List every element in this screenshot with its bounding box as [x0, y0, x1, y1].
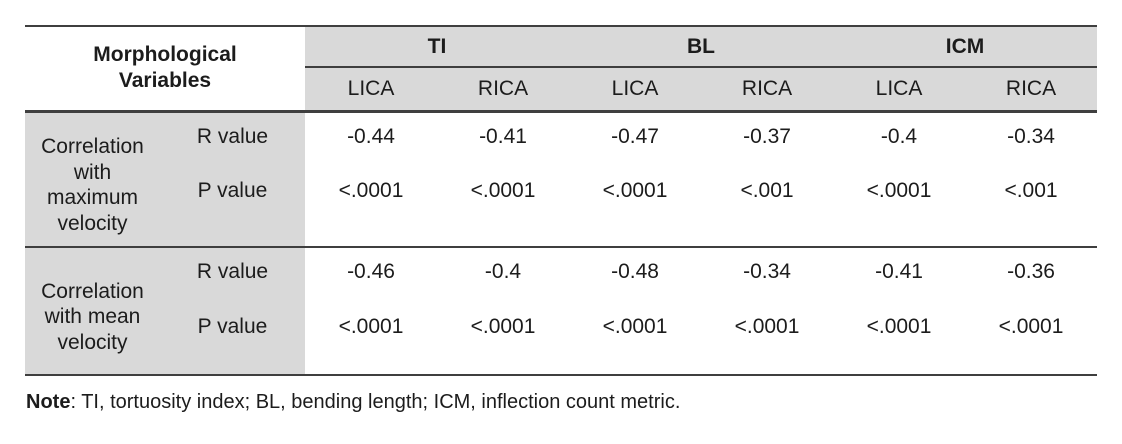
data-cell: -0.4	[880, 124, 918, 148]
header-sub-row: LICA RICA LICA RICA LICA RICA	[25, 67, 1098, 113]
note-text: : TI, tortuosity index; BL, bending leng…	[70, 391, 681, 413]
correlation-table: Morphological Variables TI BL ICM LICA R…	[25, 25, 1098, 376]
data-cell: <.0001	[833, 165, 966, 248]
data-cell: <.0001	[305, 165, 437, 248]
stat-label-p-value: P value	[160, 165, 305, 248]
table-row-mean-p: P value <.0001 <.0001 <.0001 <.0001 <.00…	[25, 301, 1098, 376]
data-cell: -0.37	[743, 124, 791, 148]
data-cell: -0.34	[743, 260, 791, 283]
col-header-ti-rica: RICA	[437, 67, 570, 113]
stat-label-p-value: P value	[160, 301, 305, 376]
group-header-bl: BL	[569, 26, 834, 68]
data-cell: <.0001	[701, 301, 834, 376]
data-cell: -0.44	[347, 124, 395, 148]
table-row-max-p: P value <.0001 <.0001 <.0001 <.001 <.000…	[25, 165, 1098, 248]
stat-label-r-value: R value	[160, 247, 305, 301]
table-note: Note: TI, tortuosity index; BL, bending …	[26, 389, 1097, 415]
stat-label-r-value: R value	[160, 111, 305, 165]
data-cell: <.0001	[965, 301, 1098, 376]
data-cell: <.0001	[437, 301, 570, 376]
table-row-mean-r: Correlation with mean velocity R value -…	[25, 247, 1097, 376]
data-cell: <.0001	[569, 301, 702, 376]
corner-header-morphological-variables: Morphological Variables	[25, 26, 305, 113]
table-row-max-r: Correlation with maximum velocity R valu…	[25, 111, 1097, 248]
col-header-bl-rica: RICA	[701, 67, 834, 113]
data-cell: <.0001	[305, 301, 437, 376]
data-cell: <.0001	[569, 165, 702, 248]
data-cell: -0.4	[484, 260, 522, 283]
data-cell: -0.41	[875, 260, 923, 283]
data-cell: -0.46	[347, 260, 395, 283]
data-cell: <.0001	[437, 165, 570, 248]
data-cell: -0.41	[479, 124, 527, 148]
group-header-ti: TI	[305, 26, 570, 68]
data-cell: -0.34	[1007, 124, 1055, 148]
corner-header-text: Morphological Variables	[93, 43, 237, 93]
data-cell: <.001	[701, 165, 834, 248]
row-group-label-text: Correlation with maximum velocity	[41, 135, 144, 235]
data-cell: -0.47	[611, 124, 659, 148]
data-cell: -0.48	[611, 260, 659, 283]
data-cell: <.0001	[833, 301, 966, 376]
row-group-label-max-velocity: Correlation with maximum velocity	[25, 111, 160, 248]
row-group-label-mean-velocity: Correlation with mean velocity	[25, 247, 160, 376]
col-header-ti-lica: LICA	[305, 67, 437, 113]
header-group-row: Morphological Variables TI BL ICM	[25, 26, 1098, 113]
note-label: Note	[26, 391, 71, 413]
group-header-icm: ICM	[833, 26, 1098, 68]
row-group-label-text: Correlation with mean velocity	[41, 279, 144, 354]
col-header-icm-lica: LICA	[833, 67, 966, 113]
page: Morphological Variables TI BL ICM LICA R…	[25, 25, 1098, 415]
col-header-bl-lica: LICA	[569, 67, 702, 113]
data-cell: -0.36	[1007, 260, 1055, 283]
col-header-icm-rica: RICA	[965, 67, 1098, 113]
data-cell: <.001	[965, 165, 1098, 248]
